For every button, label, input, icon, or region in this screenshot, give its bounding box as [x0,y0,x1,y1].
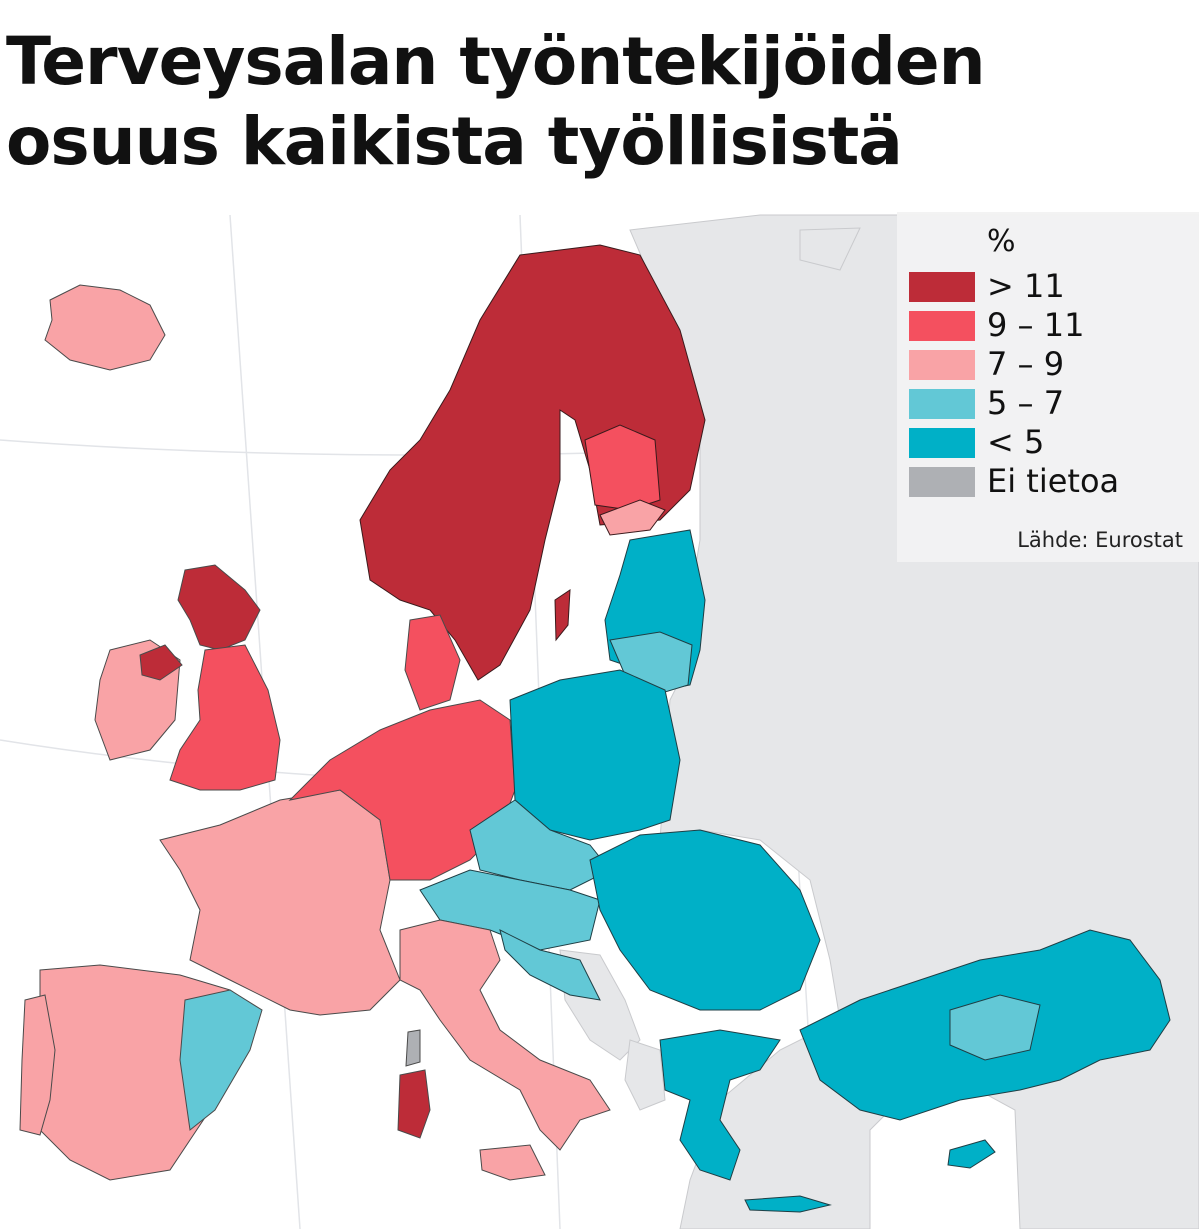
italy [399,919,611,1151]
legend-label: Ei tietoa [987,462,1120,500]
croatia-slovenia [499,929,601,1001]
corsica [405,1029,421,1067]
denmark [404,614,461,711]
portugal [19,994,56,1136]
legend: % > 11 9 – 11 7 – 9 5 – 7 < 5 Ei tietoa … [897,212,1199,562]
legend-label: < 5 [987,423,1045,461]
title-line-2: osuus kaikista työllisistä [6,103,903,180]
legend-swatch [909,350,975,380]
finland-south-region [599,499,666,536]
legend-label: 9 – 11 [987,306,1085,344]
northern-ireland [139,644,183,681]
legend-label: > 11 [987,267,1065,305]
legend-label: 7 – 9 [987,345,1065,383]
spain-east-regions [179,989,263,1131]
turkey-central-regions [949,994,1041,1061]
iceland [44,284,166,371]
cyprus [947,1139,996,1169]
source-note: Lähde: Eurostat [1017,528,1183,552]
sicily [479,1144,546,1181]
greece [659,1029,781,1181]
legend-unit: % [987,224,1016,259]
england-wales [169,644,281,791]
finland-pink-region [584,424,661,511]
scandinavia [359,244,706,681]
europe-map [0,214,1199,1229]
legend-swatch [909,272,975,302]
gotland [554,589,571,642]
legend-label: 5 – 7 [987,384,1065,422]
romania-bulgaria [589,829,821,1011]
legend-swatch [909,428,975,458]
crete [744,1195,832,1213]
poland [509,669,681,841]
legend-swatch [909,389,975,419]
title-line-1: Terveysalan työntekijöiden [6,23,986,100]
sardinia [397,1069,431,1139]
legend-swatch [909,311,975,341]
scotland [177,564,261,651]
legend-swatch [909,467,975,497]
map-title: Terveysalan työntekijöiden osuus kaikist… [6,22,986,182]
